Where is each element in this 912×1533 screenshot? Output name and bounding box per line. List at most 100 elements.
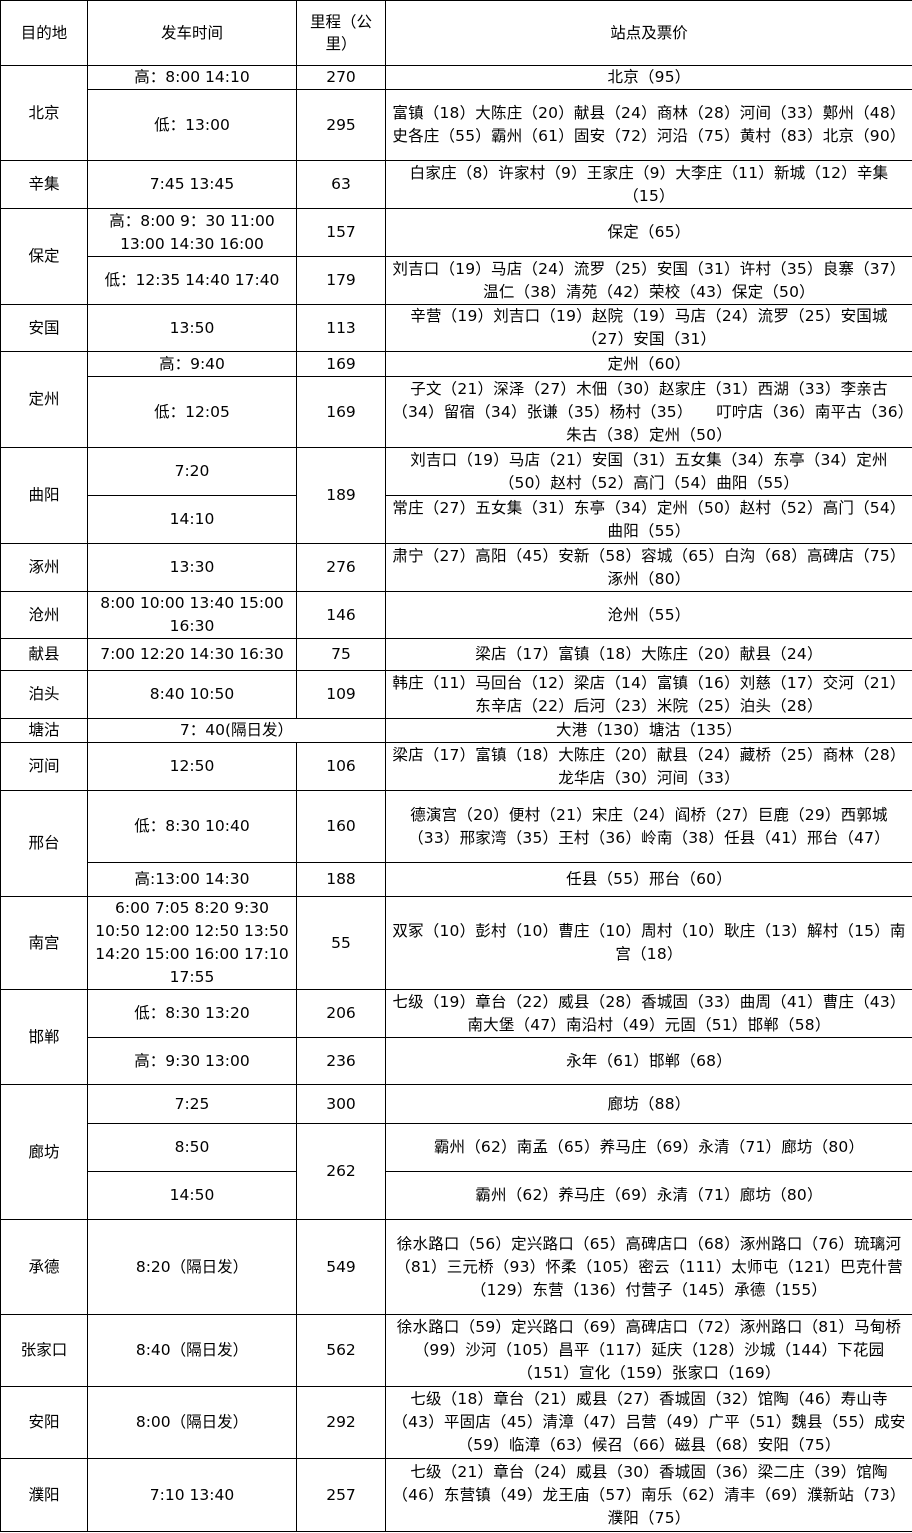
mileage-cell: 562	[296, 1314, 386, 1387]
stops-fares-cell: 肃宁（27）高阳（45）安新（58）容城（65）白沟（68）高碑店（75）涿州（…	[385, 543, 912, 592]
table-row: 北京 高：8:00 14:10 270 北京（95）	[0, 65, 912, 161]
destination-cell: 邢台	[0, 790, 88, 897]
departure-time-cell: 8:00 10:00 13:40 15:00 16:30	[87, 591, 297, 639]
departure-time-cell: 8:50	[87, 1123, 297, 1172]
departure-time-cell: 低：12:35 14:40 17:40	[87, 256, 297, 305]
destination-cell: 张家口	[0, 1314, 88, 1387]
departure-time-cell: 高:13:00 14:30	[87, 862, 297, 897]
destination-cell: 曲阳	[0, 447, 88, 544]
table-row: 定州 高：9:40 169 定州（60）	[0, 351, 912, 448]
destination-cell: 献县	[0, 638, 88, 671]
departure-time-cell: 12:50	[87, 742, 297, 791]
table-row: 河间 12:50 106 梁店（17）富镇（18）大陈庄（20）献县（24）藏桥（25…	[0, 742, 912, 791]
table-row: 8:50 262 霸州（62）南孟（65）养马庄（69）永清（71）廊坊（80）	[1, 1123, 912, 1220]
stops-fares-cell: 廊坊（88）	[385, 1084, 912, 1124]
stops-fares-cell: 七级（19）章台（22）威县（28）香城固（33）曲周（41）曹庄（43）南大堡…	[385, 989, 912, 1038]
departure-time-cell: 8:40 10:50	[87, 670, 297, 719]
mileage-cell: 292	[296, 1386, 386, 1459]
stops-fares-cell: 徐水路口（59）定兴路口（69）高碑店口（72）涿州路口（81）马甸桥（99）沙…	[385, 1314, 912, 1387]
table-row: 保定 高：8:00 9：30 11:00 13:00 14:30 16:00 157…	[0, 208, 912, 305]
mileage-cell: 549	[296, 1219, 386, 1315]
destination-cell: 塘沽	[0, 718, 88, 743]
mileage-cell: 179	[296, 256, 386, 305]
table-row: 曲阳 7:20 189 刘吉口（19）马店（21）安国（31）五女集（34）东亭（34…	[0, 447, 912, 544]
stops-fares-cell: 常庄（27）五女集（31）东亭（34）定州（50）赵村（52）高门（54）曲阳（…	[385, 495, 912, 544]
stops-fares-cell: 七级（18）章台（21）威县（27）香城固（32）馆陶（46）寿山寺（43）平固…	[385, 1386, 912, 1459]
mileage-cell: 257	[296, 1458, 386, 1532]
departure-time-cell: 8:40（隔日发）	[87, 1314, 297, 1387]
stops-fares-cell: 徐水路口（56）定兴路口（65）高碑店口（68）涿州路口（76）琉璃河（81）三…	[385, 1219, 912, 1315]
table-row: 14:10 常庄（27）五女集（31）东亭（34）定州（50）赵村（52）高门（5…	[1, 495, 912, 544]
stops-fares-cell: 梁店（17）富镇（18）大陈庄（20）献县（24）	[385, 638, 912, 671]
mileage-cell: 262	[296, 1123, 386, 1220]
table-row: 辛集 7:45 13:45 63 白家庄（8）许家村（9）王家庄（9）大李庄（11）新…	[0, 160, 912, 209]
departure-time-cell: 14:50	[87, 1171, 297, 1220]
departure-time-cell: 低：8:30 13:20	[87, 989, 297, 1038]
departure-time-cell: 高：9:30 13:00	[87, 1037, 297, 1085]
table-row: 安阳 8:00（隔日发） 292 七级（18）章台（21）威县（27）香城固（32）馆…	[0, 1386, 912, 1459]
mileage-cell: 295	[296, 89, 386, 161]
header-mileage: 里程（公里）	[296, 0, 386, 66]
stops-fares-cell: 定州（60）	[385, 351, 912, 377]
destination-cell: 涿州	[0, 543, 88, 592]
destination-cell: 廊坊	[0, 1084, 88, 1220]
table-row: 低：12:05 169 子文（21）深泽（27）木佃（30）赵家庄（31）西湖（33…	[1, 376, 912, 448]
stops-fares-cell: 富镇（18）大陈庄（20）献县（24）商林（28）河间（33）鄚州（48）史各庄…	[385, 89, 912, 161]
mileage-cell: 146	[296, 591, 386, 639]
mileage-cell: 169	[296, 351, 386, 377]
stops-fares-cell: 刘吉口（19）马店（24）流罗（25）安国（31）许村（35）良寨（37）温仁（…	[385, 256, 912, 305]
stops-fares-cell: 任县（55）邢台（60）	[385, 862, 912, 897]
departure-time-cell: 7:45 13:45	[87, 160, 297, 209]
table-row: 南宫 6:00 7:05 8:20 9:30 10:50 12:00 12:50 …	[0, 896, 912, 990]
destination-cell: 泊头	[0, 670, 88, 719]
destination-cell: 安阳	[0, 1386, 88, 1459]
destination-cell: 保定	[0, 208, 88, 305]
stops-fares-cell: 双冢（10）彭村（10）曹庄（10）周村（10）耿庄（13）解村（15）南宫（1…	[385, 896, 912, 990]
stops-fares-cell: 北京（95）	[385, 65, 912, 90]
stops-fares-cell: 大港（130）塘沽（135）	[385, 718, 912, 743]
stops-fares-cell: 辛营（19）刘吉口（19）赵院（19）马店（24）流罗（25）安国城（27）安国…	[385, 304, 912, 352]
stops-fares-cell: 永年（61）邯郸（68）	[385, 1037, 912, 1085]
table-row: 承德 8:20（隔日发） 549 徐水路口（56）定兴路口（65）高碑店口（68）涿州…	[0, 1219, 912, 1315]
mileage-cell: 188	[296, 862, 386, 897]
table-row: 塘沽 7：40(隔日发） 大港（130）塘沽（135）	[0, 718, 912, 743]
departure-time-cell: 8:00（隔日发）	[87, 1386, 297, 1459]
mileage-cell: 63	[296, 160, 386, 209]
destination-cell: 南宫	[0, 896, 88, 990]
stops-fares-cell: 子文（21）深泽（27）木佃（30）赵家庄（31）西湖（33）李亲古（34）留宿…	[385, 376, 912, 448]
mileage-cell: 109	[296, 670, 386, 719]
departure-time-cell: 6:00 7:05 8:20 9:30 10:50 12:00 12:50 13…	[87, 896, 297, 990]
mileage-cell: 106	[296, 742, 386, 791]
table-row: 涿州 13:30 276 肃宁（27）高阳（45）安新（58）容城（65）白沟（68）…	[0, 543, 912, 592]
mileage-cell: 270	[296, 65, 386, 90]
stops-fares-cell: 沧州（55）	[385, 591, 912, 639]
departure-time-cell: 7:20	[87, 447, 297, 496]
mileage-cell: 169	[296, 376, 386, 448]
destination-cell: 定州	[0, 351, 88, 448]
destination-cell: 承德	[0, 1219, 88, 1315]
stops-fares-cell: 韩庄（11）马回台（12）梁店（14）富镇（16）刘慈（17）交河（21）东辛店…	[385, 670, 912, 719]
stops-fares-cell: 德演宫（20）便村（21）宋庄（24）阎桥（27）巨鹿（29）西郭城（33）邢家…	[385, 790, 912, 863]
departure-time-cell: 14:10	[87, 495, 297, 544]
table-row: 高：9:30 13:00 236 永年（61）邯郸（68）	[1, 1037, 912, 1085]
stops-fares-cell: 霸州（62）南孟（65）养马庄（69）永清（71）廊坊（80）	[385, 1123, 912, 1172]
stops-fares-cell: 保定（65）	[385, 208, 912, 257]
table-row: 邢台 低：8:30 10:40 160 德演宫（20）便村（21）宋庄（24）阎桥（2…	[0, 790, 912, 897]
departure-time-cell: 低：12:05	[87, 376, 297, 448]
mileage-cell: 157	[296, 208, 386, 257]
table-row: 低：12:35 14:40 17:40 179 刘吉口（19）马店（24）流罗（25…	[1, 256, 912, 305]
mileage-cell: 160	[296, 790, 386, 863]
mileage-cell: 55	[296, 896, 386, 990]
stops-fares-cell: 梁店（17）富镇（18）大陈庄（20）献县（24）藏桥（25）商林（28）龙华店…	[385, 742, 912, 791]
departure-time-cell: 低：13:00	[87, 89, 297, 161]
header-row: 目的地 发车时间 里程（公里） 站点及票价	[0, 0, 912, 66]
departure-time-cell: 13:50	[87, 304, 297, 352]
mileage-cell: 189	[296, 447, 386, 544]
header-stops-fares: 站点及票价	[385, 0, 912, 66]
table-row: 张家口 8:40（隔日发） 562 徐水路口（59）定兴路口（69）高碑店口（72）涿…	[0, 1314, 912, 1387]
departure-time-cell: 7:25	[87, 1084, 297, 1124]
destination-cell: 辛集	[0, 160, 88, 209]
table-row: 濮阳 7:10 13:40 257 七级（21）章台（24）威县（30）香城固（36）…	[0, 1458, 912, 1532]
destination-cell: 北京	[0, 65, 88, 161]
stops-fares-cell: 白家庄（8）许家村（9）王家庄（9）大李庄（11）新城（12）辛集（15）	[385, 160, 912, 209]
